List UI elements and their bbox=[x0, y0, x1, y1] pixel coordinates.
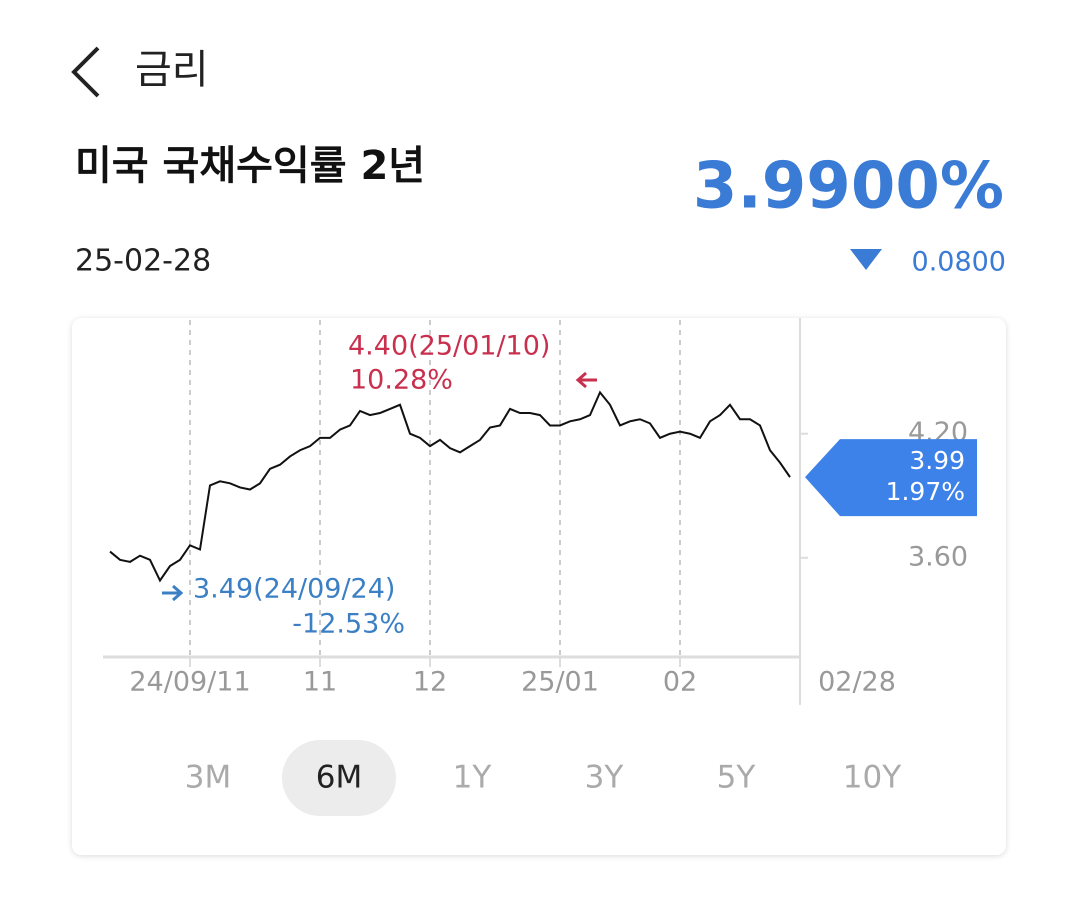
back-button[interactable] bbox=[71, 46, 100, 98]
period-button[interactable]: 1Y bbox=[453, 760, 492, 796]
high-label: 4.40(25/01/10) bbox=[348, 331, 550, 362]
low-arrow bbox=[162, 584, 184, 602]
y-tick-label: 3.60 bbox=[908, 541, 968, 572]
last-change: 1.97% bbox=[886, 477, 965, 506]
period-button[interactable]: 6M bbox=[316, 760, 362, 796]
last-value: 3.99 bbox=[909, 446, 965, 475]
period-button[interactable]: 3Y bbox=[585, 760, 624, 796]
low-label: 3.49(24/09/24) bbox=[193, 574, 395, 605]
high-arrow bbox=[575, 371, 597, 389]
high-change: 10.28% bbox=[350, 365, 453, 396]
down-icon bbox=[850, 249, 882, 270]
change: 0.0800 bbox=[912, 247, 1006, 278]
x-tick-label: 11 bbox=[303, 667, 337, 698]
price: 3.9900% bbox=[693, 150, 1004, 224]
low-change: -12.53% bbox=[292, 609, 405, 640]
x-tick-label: 24/09/11 bbox=[129, 667, 250, 698]
period-button[interactable]: 3M bbox=[185, 760, 231, 796]
date: 25-02-28 bbox=[75, 244, 211, 279]
x-tick-label: 25/01 bbox=[521, 667, 599, 698]
period-selected-bg bbox=[282, 740, 396, 816]
x-tick-label: 02 bbox=[663, 667, 697, 698]
instrument-name: 미국 국채수익률 2년 bbox=[75, 143, 425, 189]
last-tag bbox=[805, 439, 977, 517]
price-line bbox=[109, 390, 791, 583]
period-button[interactable]: 5Y bbox=[717, 760, 756, 796]
page-title: 금리 bbox=[135, 47, 209, 93]
x-tick-label: 12 bbox=[413, 667, 447, 698]
x-tick-label: 02/28 bbox=[818, 667, 896, 698]
period-button[interactable]: 10Y bbox=[843, 760, 901, 796]
